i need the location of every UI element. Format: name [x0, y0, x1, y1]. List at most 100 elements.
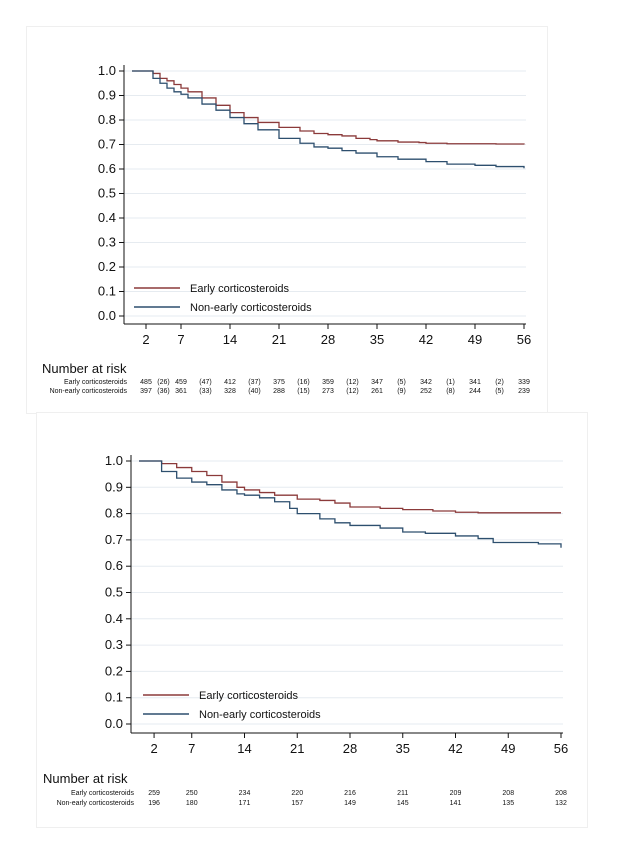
- risk-cell: 412: [224, 379, 236, 386]
- x-tick-label: 14: [237, 741, 251, 756]
- risk-row-label: Non-early corticosteroids: [57, 800, 135, 807]
- y-tick-label: 0.4: [105, 611, 123, 626]
- risk-cell: 149: [344, 800, 356, 807]
- risk-row-label: Early corticosteroids: [64, 379, 128, 386]
- risk-cell: (5): [397, 379, 406, 386]
- risk-cell: (2): [495, 379, 504, 386]
- risk-cell: 375: [273, 379, 285, 386]
- risk-table-title: Number at risk: [42, 361, 127, 376]
- risk-cell: (47): [199, 379, 211, 386]
- risk-cell: (12): [346, 388, 358, 395]
- risk-cell: 209: [450, 790, 462, 797]
- risk-cell: 135: [502, 800, 514, 807]
- risk-cell: 171: [239, 800, 251, 807]
- risk-cell: (15): [297, 388, 309, 395]
- x-tick-label: 35: [396, 741, 410, 756]
- y-tick-label: 0.6: [105, 558, 123, 573]
- risk-row-label: Early corticosteroids: [71, 790, 135, 797]
- y-tick-label: 0.8: [105, 506, 123, 521]
- x-tick-label: 21: [272, 332, 286, 347]
- legend-label: Early corticosteroids: [190, 283, 290, 295]
- risk-row-label: Non-early corticosteroids: [50, 388, 128, 395]
- y-tick-label: 0.2: [98, 259, 116, 274]
- risk-cell: 397: [140, 388, 152, 395]
- risk-cell: (33): [199, 388, 211, 395]
- y-tick-label: 0.6: [98, 161, 116, 176]
- risk-cell: 347: [371, 379, 383, 386]
- risk-table-title: Number at risk: [43, 771, 128, 786]
- series-line: [132, 70, 525, 169]
- y-tick-label: 0.1: [98, 284, 116, 299]
- risk-cell: (16): [297, 379, 309, 386]
- risk-cell: (36): [157, 388, 169, 395]
- y-tick-label: 0.5: [98, 186, 116, 201]
- risk-cell: 141: [450, 800, 462, 807]
- y-tick-label: 0.2: [105, 663, 123, 678]
- y-tick-label: 0.9: [98, 88, 116, 103]
- y-tick-label: 0.1: [105, 690, 123, 705]
- risk-cell: 208: [502, 790, 514, 797]
- x-tick-label: 56: [554, 741, 568, 756]
- risk-cell: (8): [446, 388, 455, 395]
- risk-cell: (40): [248, 388, 260, 395]
- y-tick-label: 0.3: [105, 637, 123, 652]
- risk-cell: 485: [140, 379, 152, 386]
- risk-cell: 220: [291, 790, 303, 797]
- risk-cell: 328: [224, 388, 236, 395]
- y-tick-label: 0.7: [98, 137, 116, 152]
- risk-cell: (37): [248, 379, 260, 386]
- x-tick-label: 28: [343, 741, 357, 756]
- x-tick-label: 2: [142, 332, 149, 347]
- x-tick-label: 56: [517, 332, 531, 347]
- y-tick-label: 0.3: [98, 235, 116, 250]
- risk-cell: 361: [175, 388, 187, 395]
- x-tick-label: 49: [501, 741, 515, 756]
- km-chart-top: 0.0 0.1 0.2 0.3 0.4 0.5 0.6 0.7 0.8 0.9 1.0 2 7 14 21 2…: [42, 63, 531, 395]
- x-tick-label: 2: [150, 741, 157, 756]
- x-tick-label: 49: [468, 332, 482, 347]
- x-tick-label: 42: [448, 741, 462, 756]
- x-tick-label: 14: [223, 332, 237, 347]
- risk-cell: 459: [175, 379, 187, 386]
- x-tick-label: 35: [370, 332, 384, 347]
- risk-cell: 288: [273, 388, 285, 395]
- y-tick-label: 1.0: [98, 63, 116, 78]
- legend-label: Early corticosteroids: [199, 690, 299, 702]
- x-tick-label: 7: [177, 332, 184, 347]
- risk-cell: 244: [469, 388, 481, 395]
- km-chart-bottom: 0.0 0.1 0.2 0.3 0.4 0.5 0.6 0.7 0.8 0.9 1.0 2 7 14 21 2…: [43, 453, 568, 807]
- series-line: [139, 460, 562, 548]
- risk-cell: 359: [322, 379, 334, 386]
- risk-cell: 234: [239, 790, 251, 797]
- risk-cell: 216: [344, 790, 356, 797]
- risk-cell: (26): [157, 379, 169, 386]
- y-tick-label: 0.9: [105, 479, 123, 494]
- y-tick-label: 0.4: [98, 210, 116, 225]
- y-tick-label: 0.7: [105, 532, 123, 547]
- km-panel-top: 0.0 0.1 0.2 0.3 0.4 0.5 0.6 0.7 0.8 0.9 1.0 2 7 14 21 2…: [26, 26, 548, 414]
- risk-cell: (1): [446, 379, 455, 386]
- y-tick-label: 0.0: [98, 308, 116, 323]
- risk-cell: 239: [518, 388, 530, 395]
- y-tick-label: 0.8: [98, 112, 116, 127]
- risk-cell: 211: [397, 790, 408, 797]
- series-line: [132, 70, 525, 145]
- risk-cell: (12): [346, 379, 358, 386]
- risk-cell: 208: [555, 790, 567, 797]
- risk-cell: (9): [397, 388, 406, 395]
- km-panel-bottom: 0.0 0.1 0.2 0.3 0.4 0.5 0.6 0.7 0.8 0.9 1.0 2 7 14 21 2…: [36, 412, 588, 828]
- risk-cell: 339: [518, 379, 530, 386]
- risk-cell: 157: [291, 800, 303, 807]
- risk-cell: 341: [469, 379, 481, 386]
- risk-cell: 261: [371, 388, 383, 395]
- legend-label: Non-early corticosteroids: [190, 302, 312, 314]
- risk-cell: 252: [420, 388, 432, 395]
- y-tick-label: 1.0: [105, 453, 123, 468]
- risk-cell: 273: [322, 388, 334, 395]
- x-tick-label: 21: [290, 741, 304, 756]
- legend-label: Non-early corticosteroids: [199, 709, 321, 721]
- risk-cell: 132: [555, 800, 567, 807]
- risk-cell: 342: [420, 379, 432, 386]
- x-tick-label: 42: [419, 332, 433, 347]
- x-tick-label: 7: [188, 741, 195, 756]
